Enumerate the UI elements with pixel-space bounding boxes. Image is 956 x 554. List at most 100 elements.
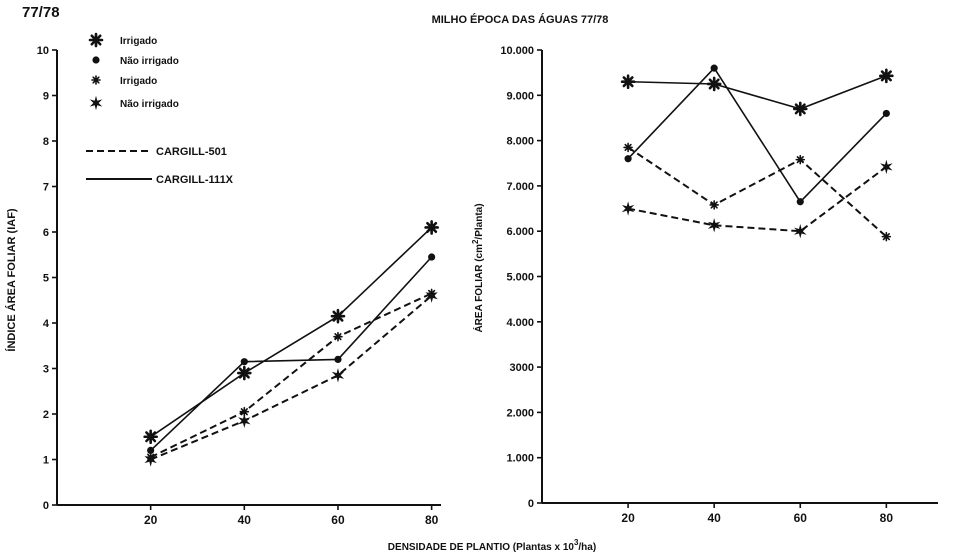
star-icon: [621, 201, 635, 216]
asterisk-large-icon: [237, 365, 252, 381]
asterisk-small-icon: [881, 231, 892, 242]
legend-marker: [89, 95, 103, 111]
asterisk-large-icon: [424, 220, 439, 235]
legend-line-item: CARGILL-111X: [86, 174, 234, 186]
panel-1-series-line-1: [150, 226, 433, 438]
panel-2-series-3-point: [795, 154, 806, 165]
legend-label: Irrigado: [120, 76, 157, 87]
dot-icon: [92, 56, 100, 64]
asterisk-large-icon: [88, 32, 104, 48]
panel-2-y-tick-label: 7.000: [506, 181, 534, 193]
panel-2-x-tick-label: 80: [880, 511, 894, 525]
panel-1-series-2-point: [240, 358, 248, 366]
panel-2-y-tick-label: 6.000: [506, 226, 534, 238]
dot-icon: [428, 253, 436, 261]
panel-1-y-tick-label: 10: [37, 45, 49, 57]
plot-layer: 0 1 2 3 4 5 6 7 8 9 10 20 40 60 80 0 1.000 2.000 3000 4.000…: [5, 32, 938, 527]
legend-marker: [88, 32, 104, 48]
dot-icon: [240, 358, 248, 366]
x-axis-label-sup: 3: [574, 538, 579, 547]
corner-label: 77/78: [22, 4, 60, 21]
panel-1-series-1-point: [424, 220, 439, 235]
panel-1-series-4-point: [425, 288, 438, 303]
panel-1-series-4-point: [238, 413, 251, 429]
legend: Irrigado Não irrigado Irrigado Não irrigado…: [86, 32, 234, 186]
legend-marker: [91, 75, 101, 85]
panel-2-x-tick-label: 60: [794, 511, 808, 525]
star-icon: [331, 368, 345, 383]
legend-label: Não irrigado: [120, 56, 179, 67]
panel-2-series-2-point: [882, 109, 890, 118]
asterisk-large-icon: [620, 74, 636, 90]
panel-1-y-tick-label: 0: [43, 500, 49, 512]
star-icon: [89, 95, 103, 111]
asterisk-small-icon: [333, 331, 343, 342]
legend-item: Irrigado: [88, 32, 157, 48]
asterisk-small-icon: [795, 154, 806, 165]
dot-icon: [624, 155, 632, 163]
panel-1-series-1-point: [330, 308, 346, 324]
asterisk-small-icon: [709, 200, 719, 210]
asterisk-large-icon: [792, 101, 808, 117]
panel-1-y-tick-label: 8: [43, 136, 49, 148]
star-icon: [238, 413, 251, 429]
x-axis-label: DENSIDADE DE PLANTIO (Plantas x 103/ha): [388, 538, 596, 553]
panel-2-y-axis-label-sup: 2: [471, 239, 480, 244]
panel-1-series-line-4: [150, 294, 433, 461]
panel-1-y-tick-label: 1: [43, 455, 49, 467]
panel-1-series-4-point: [331, 368, 345, 383]
panel-2-series-3-point: [623, 142, 633, 153]
panel-2-y-tick-label: 2.000: [506, 407, 534, 419]
dot-icon: [796, 198, 804, 206]
asterisk-small-icon: [623, 142, 633, 153]
panel-2-y-axis-label-main: ÁREA FOLIAR (cm: [472, 244, 485, 333]
panel-2-y-tick-label: 3000: [510, 362, 534, 374]
panel-2-y-tick-label: 9.000: [506, 90, 534, 102]
panel-1-series-1-point: [143, 429, 158, 445]
panel-1-series-line-3: [150, 292, 433, 459]
panel-1-y-tick-label: 7: [43, 182, 49, 194]
panel-1-y-tick-label: 6: [43, 227, 49, 239]
x-axis-label-end: /ha): [578, 542, 596, 553]
panel-1-y-tick-label: 9: [43, 91, 49, 103]
legend-label: Não irrigado: [120, 99, 179, 110]
panel-1-series-2-point: [428, 253, 436, 261]
asterisk-large-icon: [706, 76, 722, 92]
chart-title: MILHO ÉPOCA DAS ÁGUAS 77/78: [432, 13, 609, 26]
star-icon: [880, 159, 893, 175]
asterisk-small-icon: [91, 75, 101, 85]
panel-1-series-3-point: [239, 406, 250, 417]
panel-2-series-line-4: [627, 166, 887, 233]
panel-2-y-tick-label: 10.000: [500, 45, 534, 57]
panel-2-series-3-point: [881, 231, 892, 242]
legend-label: Irrigado: [120, 36, 157, 47]
asterisk-small-icon: [239, 406, 250, 417]
panel-1-x-tick-label: 40: [238, 513, 252, 527]
panel-2-series-1-point: [879, 68, 894, 84]
panel-2-x-tick-label: 20: [621, 511, 635, 525]
panel-2-y-tick-label: 0: [528, 498, 534, 510]
dot-icon: [147, 446, 155, 454]
panel-2-x-tick-label: 40: [707, 511, 721, 525]
legend-line-label: CARGILL-501: [156, 146, 227, 158]
asterisk-large-icon: [879, 68, 894, 84]
panel-2-y-axis-label: ÁREA FOLIAR (cm2/Planta): [471, 203, 485, 332]
asterisk-large-icon: [330, 308, 346, 324]
panel-1-series-4-point: [144, 452, 157, 467]
panel-2-y-axis-label-end: /Planta): [474, 203, 485, 239]
panel-1-x-tick-label: 60: [331, 513, 345, 527]
star-icon: [425, 288, 438, 303]
panel-2-series-line-2: [627, 66, 887, 204]
panel-2-series-4-point: [880, 159, 893, 175]
star-icon: [707, 218, 721, 233]
legend-item: Não irrigado: [89, 95, 179, 111]
panel-2-series-1-point: [792, 101, 808, 117]
panel-1-x-tick-label: 20: [144, 513, 158, 527]
panel-2-series-line-3: [627, 146, 887, 238]
x-axis-label-main: DENSIDADE DE PLANTIO (Plantas x 10: [388, 542, 575, 553]
panel-1-y-tick-label: 5: [43, 273, 49, 285]
panel-2-series-2-point: [624, 155, 632, 163]
panel-1-y-axis-label: ÍNDICE ÁREA FOLIAR (IAF): [5, 208, 18, 352]
panel-2-series-2-point: [710, 64, 718, 72]
